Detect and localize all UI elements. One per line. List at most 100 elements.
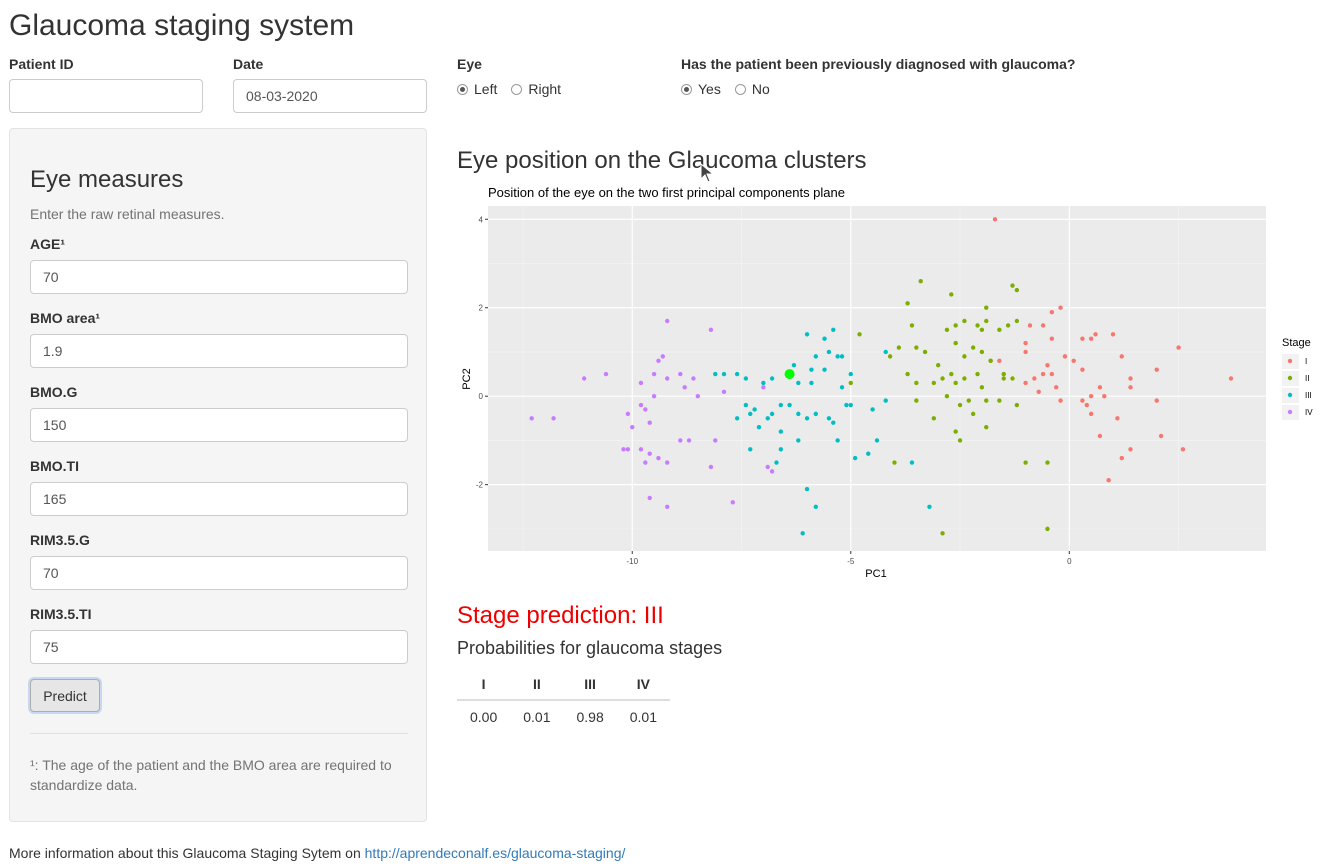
data-point-stage-III (743, 376, 749, 381)
eye-option-right-label: Right (528, 81, 562, 97)
data-point-stage-III (743, 402, 749, 408)
divider (30, 733, 408, 734)
prev-option-no[interactable]: No (734, 81, 770, 97)
x-tick-label: 0 (1067, 557, 1072, 566)
data-point-stage-II (1023, 460, 1028, 465)
data-point-stage-I (1071, 358, 1076, 364)
predict-button[interactable]: Predict (30, 679, 100, 712)
data-point-stage-III (748, 447, 753, 452)
rim-g-input[interactable]: 70 (30, 556, 408, 590)
data-point-stage-III (778, 447, 784, 452)
data-point-stage-I (1119, 455, 1124, 461)
legend-key-stage-II (1287, 375, 1293, 381)
legend-label-stage-II: II (1305, 374, 1309, 383)
age-input[interactable]: 70 (30, 260, 408, 294)
rim-ti-input[interactable]: 75 (30, 630, 408, 664)
date-input[interactable]: 08-03-2020 (233, 79, 427, 113)
eye-option-left-label: Left (474, 81, 498, 97)
data-point-stage-I (1154, 367, 1159, 372)
data-point-stage-IV (665, 318, 670, 324)
data-point-stage-III (848, 402, 853, 408)
data-point-stage-II (979, 327, 985, 333)
data-point-stage-III (774, 460, 779, 465)
data-point-stage-II (1010, 376, 1015, 381)
data-point-stage-I (1097, 433, 1103, 439)
data-point-stage-III (835, 354, 840, 359)
data-point-stage-IV (730, 500, 735, 505)
prob-stage-1: 0.00 (470, 709, 498, 725)
data-point-stage-IV (529, 416, 534, 421)
eye-option-right[interactable]: Right (511, 81, 561, 97)
data-point-stage-IV (656, 455, 661, 461)
header-stage-3: III (563, 671, 617, 701)
data-point-stage-I (992, 217, 998, 222)
data-point-stage-II (940, 531, 945, 536)
data-point-stage-II (979, 349, 985, 355)
data-point-stage-III (778, 402, 784, 408)
data-point-stage-III (826, 349, 832, 355)
bmo-g-input[interactable]: 150 (30, 408, 408, 442)
data-point-stage-IV (691, 376, 696, 381)
bmo-area-input[interactable]: 1.9 (30, 334, 408, 368)
radio-left-icon[interactable] (457, 83, 468, 95)
data-point-stage-II (988, 358, 993, 364)
data-point-stage-II (1001, 371, 1006, 377)
data-point-stage-II (953, 429, 958, 434)
previous-diagnosis-label: Has the patient been previously diagnose… (681, 56, 1076, 72)
data-point-stage-III (721, 371, 727, 377)
data-point-stage-III (844, 402, 849, 408)
data-point-stage-III (927, 504, 932, 509)
bmo-ti-input[interactable]: 165 (30, 482, 408, 516)
legend-key-stage-I (1287, 358, 1293, 364)
data-point-stage-III (839, 385, 845, 390)
data-point-stage-III (778, 429, 784, 434)
data-point-stage-II (997, 398, 1002, 403)
eye-measures-help: Enter the raw retinal measures. (30, 206, 225, 222)
radio-yes-icon[interactable] (681, 83, 692, 95)
data-point-stage-II (949, 371, 954, 377)
data-point-stage-IV (551, 416, 556, 421)
data-point-stage-I (1023, 340, 1028, 346)
data-point-stage-III (866, 451, 871, 456)
patient-id-input[interactable] (9, 79, 203, 113)
radio-right-icon[interactable] (511, 83, 523, 95)
footer-link[interactable]: http://aprendeconalf.es/glaucoma-staging… (364, 845, 626, 861)
data-point-stage-II (931, 380, 937, 386)
data-point-stage-II (1045, 460, 1050, 465)
plot-panel (488, 206, 1266, 551)
eye-measures-title: Eye measures (30, 166, 184, 193)
prev-option-yes[interactable]: Yes (681, 81, 721, 97)
data-point-stage-III (734, 416, 740, 421)
prev-option-yes-label: Yes (698, 81, 721, 97)
data-point-stage-III (852, 455, 858, 461)
eye-measures-panel: Eye measures Enter the raw retinal measu… (9, 128, 427, 822)
data-point-stage-II (1014, 402, 1020, 408)
data-point-stage-III (813, 411, 819, 417)
eye-option-left[interactable]: Left (457, 81, 497, 97)
date-label: Date (233, 56, 264, 72)
data-point-stage-I (1097, 385, 1103, 390)
radio-no-icon[interactable] (734, 83, 746, 95)
data-point-stage-III (787, 402, 792, 408)
y-tick-label: 0 (479, 392, 484, 401)
data-point-stage-II (962, 354, 967, 359)
prob-stage-3: 0.98 (576, 709, 604, 725)
data-point-stage-III (761, 380, 766, 386)
data-point-stage-IV (621, 447, 626, 452)
data-point-stage-I (1228, 376, 1234, 381)
data-point-stage-II (984, 305, 989, 310)
legend-key-stage-III (1287, 392, 1293, 398)
data-point-stage-I (1128, 376, 1133, 381)
data-point-stage-III (769, 411, 775, 417)
data-point-stage-II (962, 318, 967, 324)
data-point-stage-III (839, 354, 845, 359)
data-point-stage-II (940, 376, 945, 381)
data-point-stage-III (813, 504, 819, 509)
data-point-stage-I (1088, 393, 1094, 399)
data-point-stage-I (1040, 371, 1046, 377)
legend-title: Stage (1282, 337, 1311, 349)
data-point-stage-I (1093, 332, 1098, 337)
data-point-stage-IV (665, 460, 670, 465)
bmo-ti-label: BMO.TI (30, 458, 79, 474)
data-point-stage-I (1027, 323, 1033, 328)
